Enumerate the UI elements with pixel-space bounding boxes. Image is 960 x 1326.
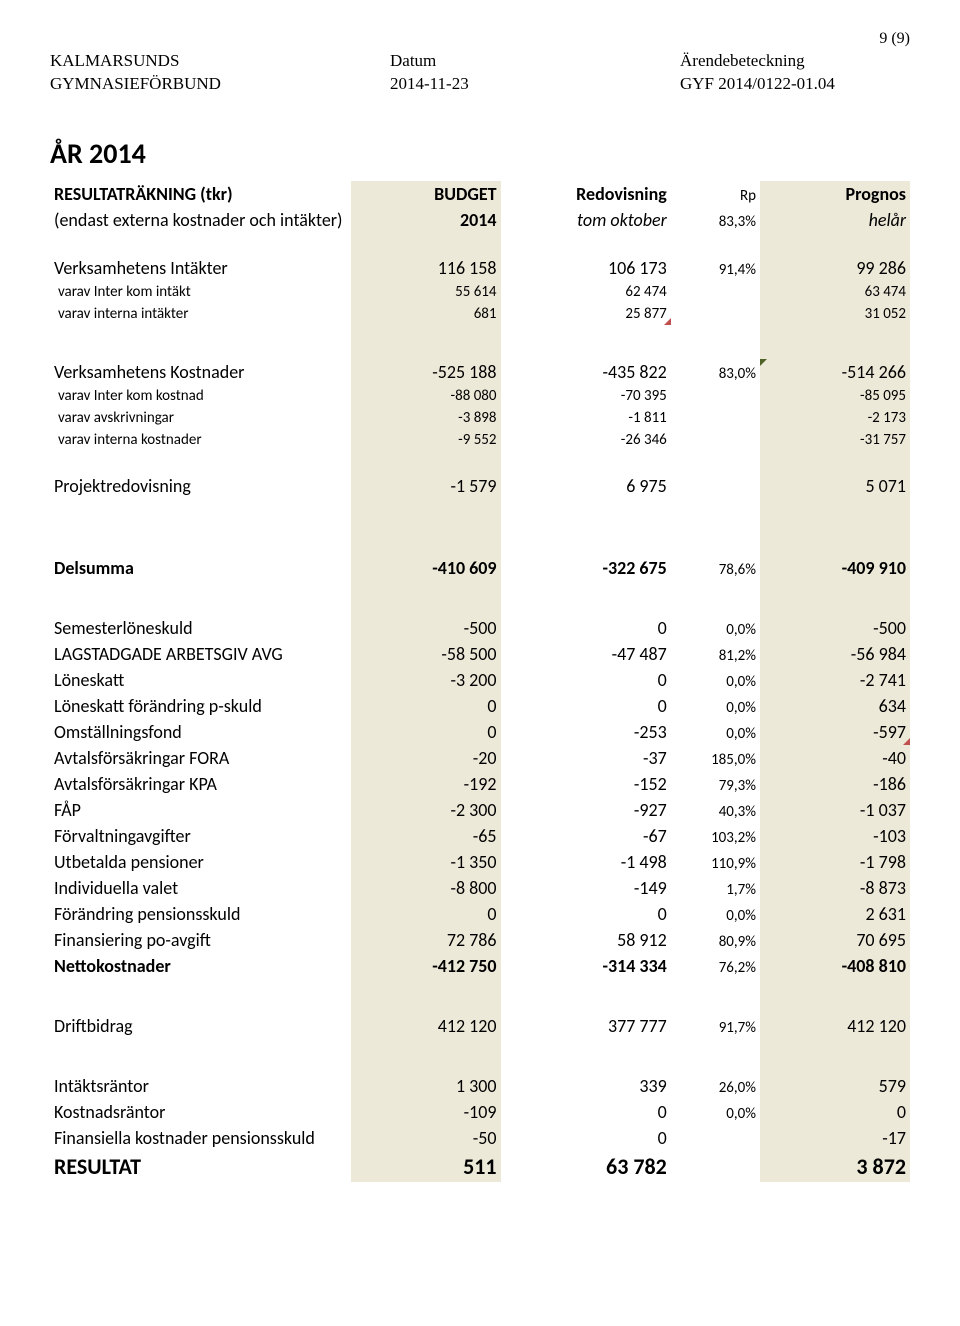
row-resultat: RESULTAT 511 63 782 3 872: [50, 1151, 910, 1182]
row-loneskatt: Löneskatt-3 20000,0%-2 741: [50, 667, 910, 693]
row-intakter: Verksamhetens Intäkter 116 158 106 173 9…: [50, 255, 910, 281]
row-drift: Driftbidrag412 120377 77791,7%412 120: [50, 1013, 910, 1039]
h-prognos: Prognos: [760, 181, 910, 207]
row-netto: Nettokostnader-412 750-314 33476,2%-408 …: [50, 953, 910, 979]
row-loneskatt-p: Löneskatt förändring p-skuld000,0%634: [50, 693, 910, 719]
row-semester: Semesterlöneskuld-50000,0%-500: [50, 615, 910, 641]
row-kostnader: Verksamhetens Kostnader -525 188 -435 82…: [50, 359, 910, 385]
row-kostrant: Kostnadsräntor-10900,0%0: [50, 1099, 910, 1125]
page-number: 9 (9): [50, 30, 910, 48]
h-redo: Redovisning: [501, 181, 671, 207]
row-forvalt: Förvaltningavgifter-65-67103,2%-103: [50, 823, 910, 849]
row-interna-int: varav interna intäkter 681 25 877 31 052: [50, 303, 910, 325]
row-lagstad: LAGSTADGADE ARBETSGIV AVG-58 500-47 4878…: [50, 641, 910, 667]
h-budget: BUDGET: [351, 181, 501, 207]
row-interkom-int: varav Inter kom intäkt 55 614 62 474 63 …: [50, 281, 910, 303]
row-fap: FÅP-2 300-92740,3%-1 037: [50, 797, 910, 823]
date-label: Datum: [390, 50, 620, 73]
row-finkost: Finansiella kostnader pensionsskuld-500-…: [50, 1125, 910, 1151]
row-projekt: Projektredovisning -1 579 6 975 5 071: [50, 473, 910, 499]
row-interkom-kost: varav Inter kom kostnad -88 080 -70 395 …: [50, 385, 910, 407]
row-fora: Avtalsförsäkringar FORA-20-37185,0%-40: [50, 745, 910, 771]
row-kpa: Avtalsförsäkringar KPA-192-15279,3%-186: [50, 771, 910, 797]
ref-value: GYF 2014/0122-01.04: [680, 73, 910, 96]
row-indiv: Individuella valet-8 800-1491,7%-8 873: [50, 875, 910, 901]
row-intrant: Intäktsräntor1 30033926,0%579: [50, 1073, 910, 1099]
ref-label: Ärendebeteckning: [680, 50, 910, 73]
table-header-row-1: RESULTATRÄKNING (tkr) BUDGET Redovisning…: [50, 181, 910, 207]
row-omst: Omställningsfond0-2530,0%-597: [50, 719, 910, 745]
date-value: 2014-11-23: [390, 73, 620, 96]
document-header: KALMARSUNDS GYMNASIEFÖRBUND Datum 2014-1…: [50, 50, 910, 96]
h2-redo: tom oktober: [501, 207, 671, 233]
h2-label: (endast externa kostnader och intäkter): [50, 207, 351, 233]
table-header-row-2: (endast externa kostnader och intäkter) …: [50, 207, 910, 233]
h2-prog: helår: [760, 207, 910, 233]
org-line1: KALMARSUNDS: [50, 50, 280, 73]
h2-budget: 2014: [351, 207, 501, 233]
row-finpo: Finansiering po-avgift72 78658 91280,9%7…: [50, 927, 910, 953]
h-label: RESULTATRÄKNING (tkr): [50, 181, 351, 207]
page-title: ÅR 2014: [50, 136, 910, 171]
row-utbet: Utbetalda pensioner-1 350-1 498110,9%-1 …: [50, 849, 910, 875]
org-line2: GYMNASIEFÖRBUND: [50, 73, 280, 96]
h2-rp: 83,3%: [671, 207, 760, 233]
row-forand: Förändring pensionsskuld000,0%2 631: [50, 901, 910, 927]
h-rp: Rp: [671, 181, 760, 207]
row-interna-kost: varav interna kostnader -9 552 -26 346 -…: [50, 429, 910, 451]
income-statement-table: RESULTATRÄKNING (tkr) BUDGET Redovisning…: [50, 181, 910, 1182]
row-delsumma: Delsumma -410 609 -322 675 78,6% -409 91…: [50, 555, 910, 581]
row-avskriv: varav avskrivningar -3 898 -1 811 -2 173: [50, 407, 910, 429]
